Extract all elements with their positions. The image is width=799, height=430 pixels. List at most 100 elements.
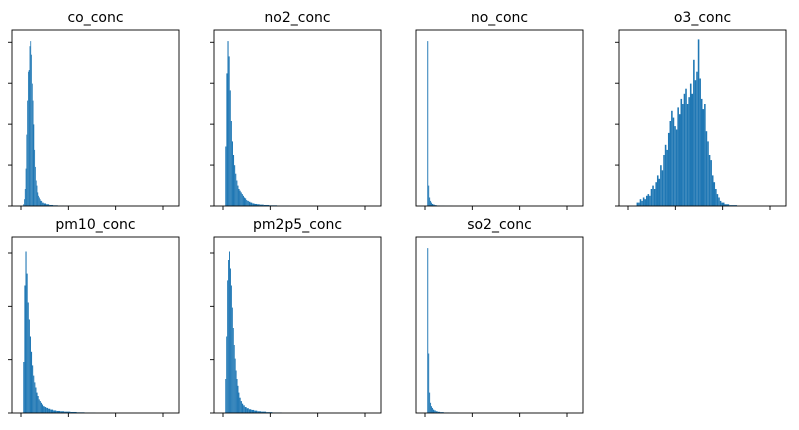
subplot-o3-conc: o3_conc [615,10,787,210]
histogram-bar [652,185,654,206]
histogram-bar [666,149,668,206]
histogram-bar [257,411,262,413]
histogram-bar [428,353,430,413]
histogram-bar [41,404,44,413]
histogram-bar [27,302,29,413]
histogram-bar [46,204,50,206]
histogram-bar [238,392,240,413]
histogram-bar [31,54,32,207]
histogram-bar [710,160,712,206]
histogram-bar [32,100,34,206]
histogram-bar [232,328,234,413]
histogram-bar [35,387,37,413]
histogram-bar [660,165,662,206]
histogram-bar [642,197,645,206]
histogram-bar [70,411,77,413]
histogram-bar [236,180,238,206]
histogram-bar [711,175,714,206]
histogram-bar [24,199,25,206]
histogram-bar [252,203,255,206]
axes-frame [415,29,584,207]
histogram-bar [683,93,686,206]
histogram-bar [656,175,659,206]
histogram-bar [437,411,441,413]
histogram-bar [699,78,701,206]
histogram-bar [232,155,235,206]
histogram-bar [685,88,687,206]
histogram-bar [261,411,267,413]
histogram-bar [661,170,664,206]
histogram-bar [432,409,435,413]
histogram-bar [718,197,720,206]
histogram-bar [235,370,237,413]
histogram-bar [250,202,253,206]
histogram-bar [227,280,229,413]
histogram-bar [429,197,431,206]
histogram-bar [430,200,432,206]
histogram-bar [233,345,235,413]
histogram-bar [228,260,230,413]
histogram-bar [636,202,639,206]
histogram-bar [263,204,270,206]
histogram-bar [28,70,30,206]
histogram-bar [34,149,36,206]
histogram-bar [678,114,681,206]
histogram-bar [713,182,716,206]
subplot-title: pm2p5_conc [253,217,342,233]
histogram-bar [56,410,61,413]
histogram-bar [37,396,39,413]
histogram-bar [675,129,678,206]
histogram-bar [674,126,676,206]
histogram-bar [240,401,242,413]
axes-frame [213,29,382,207]
histogram-bar [30,351,33,413]
subplot-pm2p5-conc: pm2p5_conc [210,217,382,417]
histogram-bar [234,165,236,206]
histogram-bar [641,200,643,206]
histogram-bar [231,307,233,413]
histogram-bar [228,56,230,207]
histogram-bar [43,406,45,413]
histogram-bar [248,409,252,413]
histogram-bar [434,410,436,413]
subplot-title: co_conc [67,10,123,26]
histogram-bar [38,197,40,206]
histogram-bar [241,194,243,206]
histogram-bar [244,407,247,413]
histogram-bar [34,382,36,413]
histogram-bar [25,251,27,413]
histogram-bar [431,406,432,413]
subplot-title: pm10_conc [55,217,135,233]
histogram-bar [247,200,249,206]
histogram-bar [664,144,667,206]
histogram-bar [225,146,227,206]
histogram-bar [251,409,255,413]
histogram-bar [35,166,36,206]
histogram-bar [32,365,34,413]
histogram-bar [724,204,730,206]
histogram-bar [237,385,239,413]
histogram-bar [246,408,249,413]
histogram-bar [689,83,692,206]
histogram-bar [721,202,725,206]
histogram-bar [644,199,646,206]
histogram-bar [671,110,673,206]
histogram-bar [237,185,239,206]
subplot-title: no_conc [471,10,528,26]
histogram-bar [33,124,35,206]
histogram-bar [229,268,231,413]
histogram-bar [650,189,653,206]
histogram-bar [686,104,689,206]
histogram-bar [243,197,246,206]
histogram-bar [655,182,657,206]
histogram-bar [682,104,684,206]
histogram-bar [235,173,237,206]
histogram-bar [26,273,28,413]
histogram-bar [696,71,698,206]
histogram-bar [36,185,38,206]
histogram-bar [39,401,41,413]
histogram-bar [431,407,433,413]
histogram-bar [653,189,656,206]
histogram-bar [433,204,435,206]
